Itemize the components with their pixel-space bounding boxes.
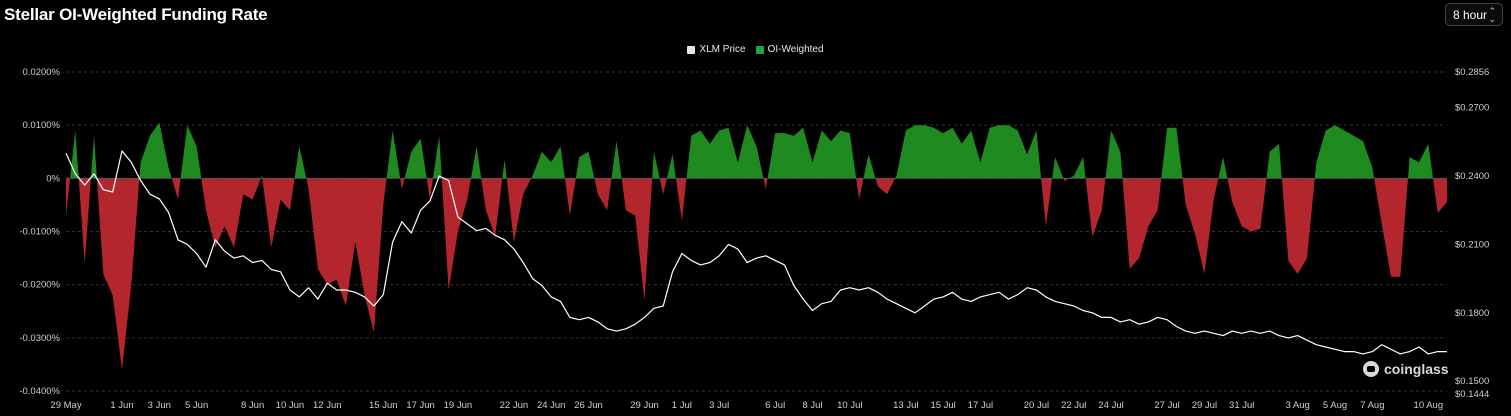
x-tick-label: 10 Aug [1414,400,1444,411]
y-right-tick-label: $0.1500 [1455,376,1489,387]
x-tick-label: 17 Jul [968,400,993,411]
y-left-tick-label: -0.0300% [19,333,60,344]
x-tick-label: 31 Jul [1229,400,1254,411]
x-tick-label: 10 Jul [837,400,862,411]
x-tick-label: 27 Jul [1154,400,1179,411]
x-tick-label: 8 Jun [241,400,264,411]
y-right-tick-label: $0.1800 [1455,308,1489,319]
legend-item-oi-weighted[interactable]: OI-Weighted [755,44,824,55]
interval-value: 8 hour [1453,7,1488,22]
x-tick-label: 1 Jun [110,400,133,411]
y-left-tick-label: 0.0100% [22,120,60,131]
x-tick-label: 29 Jun [630,400,659,411]
legend-swatch-oi-weighted [755,45,764,54]
x-tick-label: 8 Jul [802,400,822,411]
x-tick-label: 15 Jun [369,400,398,411]
x-tick-label: 15 Jul [930,400,955,411]
x-tick-label: 17 Jun [406,400,435,411]
xlm-price-line [65,150,1447,355]
x-tick-label: 22 Jul [1061,400,1086,411]
y-left-tick-label: 0% [46,173,60,184]
x-tick-label: 29 May [50,400,81,411]
x-tick-label: 12 Jun [313,400,342,411]
coinglass-logo-icon [1363,361,1379,377]
legend-swatch-xlm-price [687,45,696,54]
y-left-tick-label: -0.0400% [19,386,60,397]
y-right-tick-label: $0.2856 [1455,67,1489,78]
legend-item-xlm-price[interactable]: XLM Price [687,44,746,55]
x-tick-label: 29 Jul [1192,400,1217,411]
x-tick-label: 13 Jul [893,400,918,411]
x-tick-label: 7 Aug [1360,400,1384,411]
x-tick-label: 20 Jul [1024,400,1049,411]
coinglass-watermark: coinglass [1362,360,1449,378]
chevron-updown-icon: ⌃ ⌄ [1488,6,1496,24]
x-tick-label: 24 Jul [1098,400,1123,411]
x-tick-label: 6 Jul [765,400,785,411]
y-right-tick-label: $0.2400 [1455,171,1489,182]
oi-weighted-negative-area [66,178,1447,370]
x-tick-label: 10 Jun [276,400,305,411]
x-tick-label: 5 Jun [185,400,208,411]
y-right-tick-label: $0.1444 [1455,389,1489,400]
chart-legend: XLM Price OI-Weighted [0,44,1511,55]
y-right-tick-label: $0.2700 [1455,103,1489,114]
interval-select[interactable]: 8 hour ⌃ ⌄ [1445,3,1503,26]
x-tick-label: 19 Jun [444,400,473,411]
oi-weighted-positive-area [66,122,1447,179]
x-tick-label: 5 Aug [1323,400,1347,411]
x-tick-label: 3 Jun [148,400,171,411]
y-left-tick-label: -0.0100% [19,227,60,238]
x-tick-label: 22 Jun [500,400,529,411]
x-tick-label: 3 Aug [1286,400,1310,411]
legend-label-xlm-price: XLM Price [699,44,746,55]
x-tick-label: 3 Jul [709,400,729,411]
x-tick-label: 24 Jun [537,400,566,411]
page-title: Stellar OI-Weighted Funding Rate [4,5,268,24]
x-tick-label: 26 Jun [574,400,603,411]
x-tick-label: 1 Jul [672,400,692,411]
legend-label-oi-weighted: OI-Weighted [767,44,824,55]
watermark-text: coinglass [1384,361,1449,377]
y-right-tick-label: $0.2100 [1455,239,1489,250]
y-left-tick-label: 0.0200% [22,67,60,78]
y-left-tick-label: -0.0200% [19,280,60,291]
